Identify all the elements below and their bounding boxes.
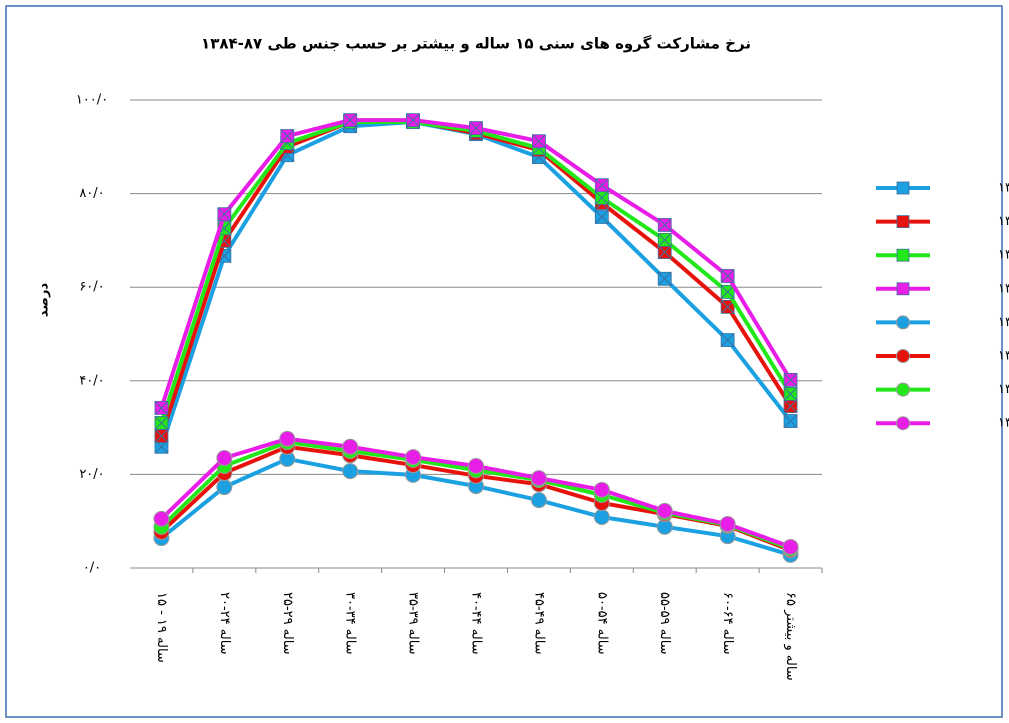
chart-title: نرخ مشارکت گروه های سنی ۱۵ ساله و بیشتر … (201, 35, 751, 53)
x-tick-label: ۲۰-۲۴ ساله (217, 592, 232, 655)
marker-cross (406, 113, 420, 127)
legend-marker (896, 416, 910, 431)
point-marker (530, 492, 547, 509)
legend-marker (896, 382, 910, 397)
marker-cross (721, 269, 734, 283)
x-tick-label: ۳۵-۳۹ ساله (406, 592, 421, 655)
legend-marker (896, 215, 910, 229)
marker-cross (784, 399, 797, 413)
legend-label: زن ۱۳۸۵ (998, 382, 1009, 397)
chart-frame (5, 5, 1003, 718)
legend-marker (896, 315, 910, 330)
point-marker (468, 457, 484, 474)
y-tick-label: ۴۰/۰ (79, 373, 104, 388)
marker-cross (658, 218, 672, 232)
marker-cross (784, 373, 797, 387)
marker-cross (658, 272, 672, 286)
x-tick-label: ۶۵ ساله و بیشتر (783, 592, 798, 681)
x-tick-label: ۲۵-۲۹ ساله (280, 592, 295, 655)
marker-cross (595, 210, 609, 224)
y-tick-label: ۶۰/۰ (79, 280, 104, 295)
marker-cross (218, 207, 231, 221)
point-marker (216, 479, 233, 496)
point-marker (405, 449, 422, 466)
legend-marker (896, 181, 910, 195)
x-tick-label: ۴۰-۴۴ ساله (469, 592, 484, 655)
legend-label: مرد ۱۳۸۶ (998, 214, 1009, 229)
marker-cross (280, 129, 294, 143)
point-marker (656, 502, 673, 519)
point-marker (719, 516, 736, 533)
legend-label: مرد ۱۳۸۵ (998, 248, 1009, 263)
point-marker (153, 510, 170, 527)
x-tick-label: ۱۵ - ۱۹ ساله (154, 592, 169, 663)
legend-label: زن ۱۳۸۶ (998, 349, 1009, 364)
legend-marker (896, 349, 910, 363)
legend-label: مرد ۱۳۸۴ (998, 281, 1009, 296)
y-axis-label: درصد (37, 283, 52, 318)
legend-marker (896, 282, 910, 296)
x-tick-label: ۴۵-۴۹ ساله (531, 592, 546, 655)
y-tick-label: ۰/۰ (83, 561, 101, 576)
y-tick-label: ۸۰/۰ (79, 186, 104, 201)
legend-label: زن ۱۳۸۷ (998, 315, 1009, 330)
marker-cross (469, 121, 483, 135)
x-tick-label: ۶۰-۶۴ ساله (720, 592, 735, 655)
marker-cross (658, 245, 672, 259)
marker-cross (595, 191, 609, 205)
legend-marker (896, 248, 910, 262)
marker-cross (784, 414, 797, 428)
marker-cross (721, 333, 734, 347)
point-marker (593, 508, 610, 525)
marker-cross (155, 429, 168, 443)
legend-label: مرد ۱۳۸۷ (998, 181, 1009, 196)
y-tick-label: ۲۰/۰ (79, 467, 104, 482)
marker-cross (721, 300, 734, 314)
point-marker (342, 438, 359, 455)
point-marker (593, 481, 610, 498)
legend-label: زن ۱۳۸۴ (998, 416, 1009, 431)
point-marker (782, 538, 799, 555)
marker-cross (784, 387, 797, 401)
y-tick-label: ۱۰۰/۰ (76, 93, 108, 108)
point-marker (279, 430, 296, 447)
marker-cross (532, 134, 546, 148)
point-marker (216, 450, 233, 467)
marker-cross (595, 178, 609, 192)
point-marker (342, 463, 359, 480)
x-tick-label: ۵۵-۵۹ ساله (657, 592, 672, 655)
marker-cross (343, 113, 357, 127)
x-tick-label: ۳۰-۳۴ ساله (343, 592, 358, 655)
x-tick-label: ۵۰-۵۴ ساله (594, 592, 609, 655)
marker-cross (721, 285, 734, 299)
marker-cross (155, 416, 168, 430)
point-marker (530, 470, 547, 487)
marker-cross (658, 233, 672, 247)
marker-cross (155, 401, 168, 415)
